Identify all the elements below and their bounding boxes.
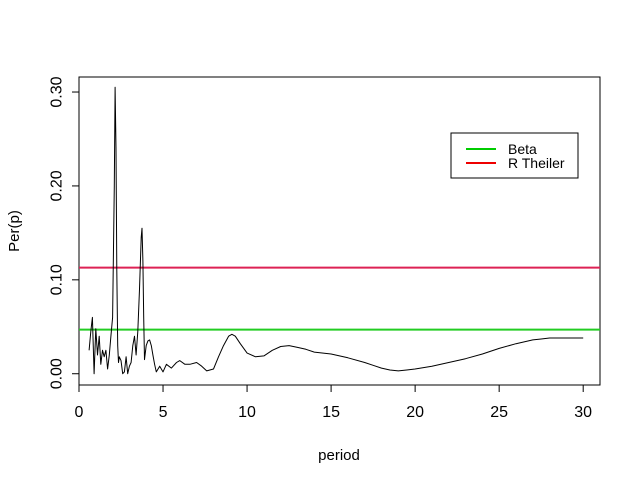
series-group (88, 86, 584, 375)
y-tick-label: 0.20 (49, 170, 66, 201)
reference-lines (79, 266, 600, 331)
plot-frame (78, 76, 601, 386)
x-axis-title: period (318, 447, 360, 464)
y-tick-label: 0.30 (49, 76, 66, 107)
x-axis: 0 5 10 15 20 25 30 (75, 384, 592, 421)
y-axis-title: Per(p) (6, 210, 23, 252)
x-tick-label: 10 (238, 404, 256, 421)
x-tick-label: 5 (159, 404, 168, 421)
legend-label: R Theiler (508, 155, 565, 171)
x-tick-label: 30 (574, 404, 592, 421)
y-axis: 0.00 0.10 0.20 0.30 (49, 76, 80, 389)
legend-box (450, 132, 579, 179)
y-tick-label: 0.00 (49, 358, 66, 389)
x-tick-label: 0 (75, 404, 84, 421)
series-line (88, 86, 584, 375)
x-tick-label: 25 (490, 404, 508, 421)
x-tick-label: 15 (322, 404, 340, 421)
y-tick-label: 0.10 (49, 264, 66, 295)
legend-label: Beta (508, 141, 537, 157)
x-tick-label: 20 (406, 404, 424, 421)
